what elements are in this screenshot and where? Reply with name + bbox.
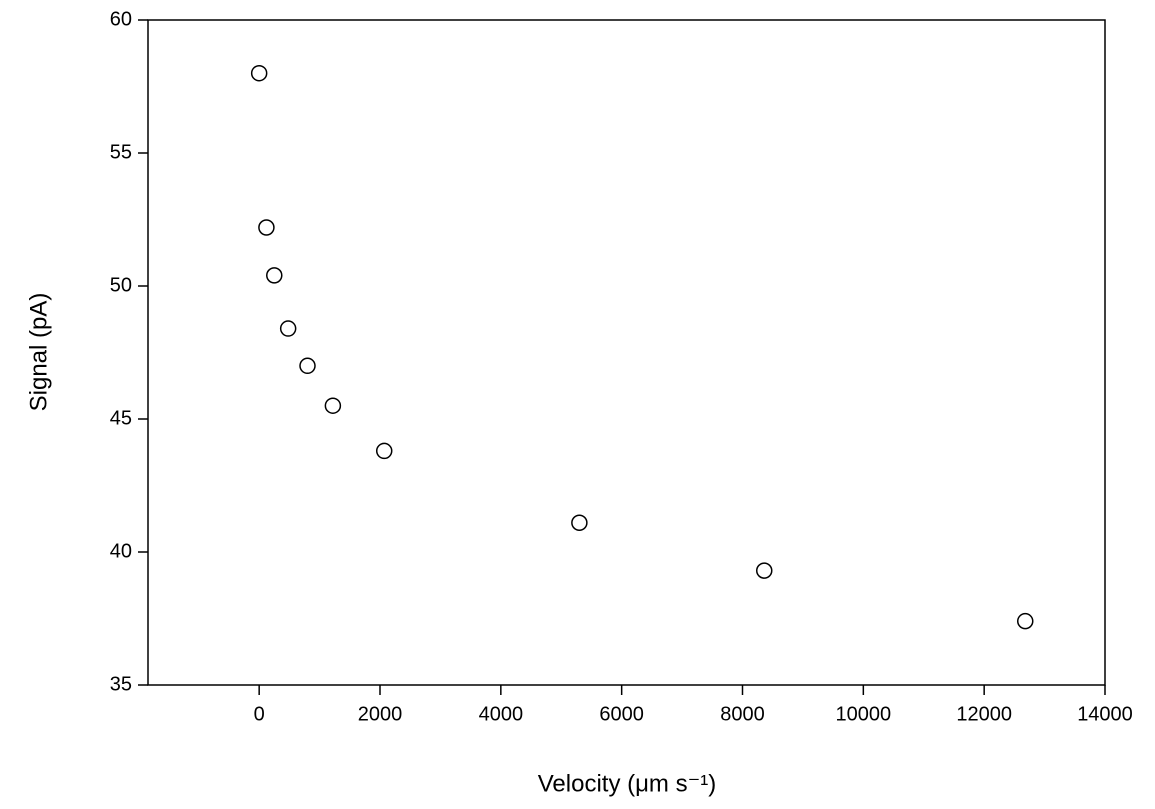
y-axis-title: Signal (pA) (25, 293, 52, 412)
point (1017, 612, 1034, 630)
point (279, 320, 297, 337)
x-tick-label: 0 (254, 703, 265, 725)
x-tick-label: 8000 (720, 703, 765, 725)
point (299, 357, 316, 375)
x-axis-title: Velocity (μm s⁻¹) (538, 770, 717, 797)
point (571, 514, 588, 531)
point (324, 397, 342, 414)
y-tick-label: 60 (110, 8, 132, 30)
y-tick-label: 50 (110, 274, 132, 296)
y-tick-label: 45 (110, 407, 132, 429)
point (756, 562, 773, 579)
plot-frame (147, 19, 1106, 686)
point (258, 219, 275, 236)
x-tick-label: 6000 (599, 703, 644, 725)
point (375, 442, 393, 460)
x-tick-label: 2000 (358, 703, 403, 725)
point (266, 267, 283, 284)
point (250, 64, 268, 82)
y-tick-label: 55 (110, 141, 132, 163)
x-tick-label: 12000 (956, 703, 1012, 725)
y-tick-label: 40 (110, 540, 132, 562)
x-tick-label: 14000 (1077, 703, 1133, 725)
x-tick-label: 10000 (836, 703, 892, 725)
y-tick-label: 35 (110, 673, 132, 695)
x-tick-label: 4000 (479, 703, 524, 725)
